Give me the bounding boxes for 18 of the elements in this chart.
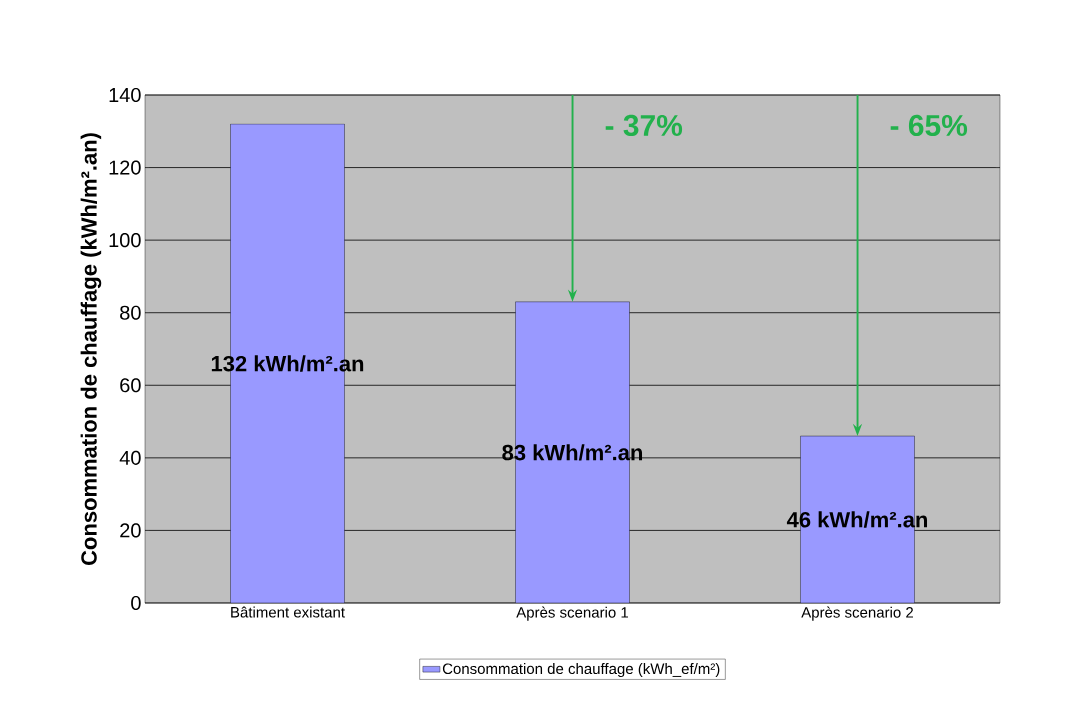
y-tick-label: 80 xyxy=(120,305,141,320)
x-tick-label: Après scenario 1 xyxy=(516,606,629,621)
annotation: - 65% xyxy=(890,114,968,137)
y-axis-title: Consommation de chauffage (kWh/m².an) xyxy=(80,133,102,566)
y-tick-label: 20 xyxy=(120,523,141,538)
y-tick-label: 40 xyxy=(119,450,141,465)
y-tick-label: 0 xyxy=(131,595,141,611)
data-label: 132 kWh/m².an xyxy=(211,355,364,372)
x-tick-label: Après scenario 2 xyxy=(801,606,913,621)
legend-label: Consommation de chauffage (kWh_ef/m²) xyxy=(442,663,720,678)
data-label: 46 kWh/m².an xyxy=(786,511,928,528)
y-tick-label: 140 xyxy=(109,87,141,103)
data-label: 83 kWh/m².an xyxy=(502,444,643,461)
annotation: - 37% xyxy=(605,114,683,137)
y-tick-label: 60 xyxy=(120,378,141,393)
x-tick-label: Bâtiment existant xyxy=(231,606,345,618)
y-tick-label: 100 xyxy=(109,233,141,248)
y-tick-label: 120 xyxy=(109,160,141,175)
